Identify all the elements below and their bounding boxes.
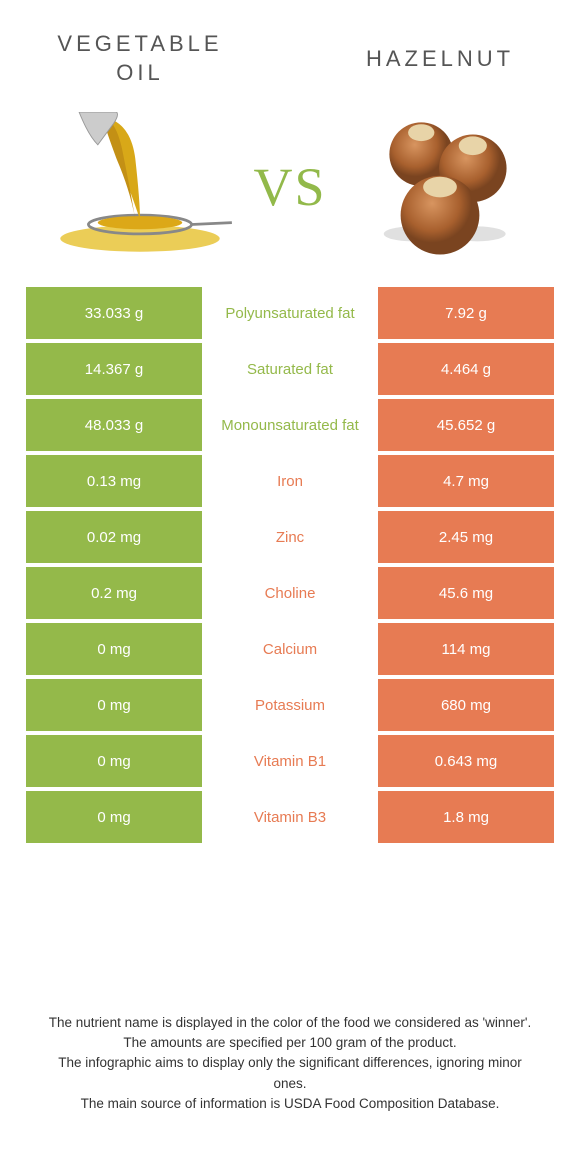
right-food-image	[340, 107, 540, 267]
footer-line: The main source of information is USDA F…	[40, 1094, 540, 1114]
footer-line: The infographic aims to display only the…	[40, 1053, 540, 1094]
nutrient-label: Zinc	[202, 511, 378, 563]
table-row: 33.033 gPolyunsaturated fat7.92 g	[26, 287, 554, 339]
table-row: 0.02 mgZinc2.45 mg	[26, 511, 554, 563]
table-row: 0 mgCalcium114 mg	[26, 623, 554, 675]
table-row: 0.2 mgCholine45.6 mg	[26, 567, 554, 619]
right-value: 45.652 g	[378, 399, 554, 451]
nutrient-label: Potassium	[202, 679, 378, 731]
right-value: 0.643 mg	[378, 735, 554, 787]
left-food-image	[40, 107, 240, 267]
right-value: 114 mg	[378, 623, 554, 675]
left-value: 0 mg	[26, 623, 202, 675]
table-row: 48.033 gMonounsaturated fat45.652 g	[26, 399, 554, 451]
nutrient-label: Calcium	[202, 623, 378, 675]
table-row: 0 mgVitamin B10.643 mg	[26, 735, 554, 787]
nutrient-label: Choline	[202, 567, 378, 619]
left-value: 0.13 mg	[26, 455, 202, 507]
left-value: 0 mg	[26, 679, 202, 731]
left-value: 0 mg	[26, 791, 202, 843]
left-value: 14.367 g	[26, 343, 202, 395]
left-value: 0.02 mg	[26, 511, 202, 563]
right-value: 1.8 mg	[378, 791, 554, 843]
left-food-title: Vegetable oil	[40, 30, 240, 87]
left-value: 48.033 g	[26, 399, 202, 451]
table-row: 0 mgPotassium680 mg	[26, 679, 554, 731]
left-value: 0 mg	[26, 735, 202, 787]
right-value: 4.7 mg	[378, 455, 554, 507]
nutrient-label: Monounsaturated fat	[202, 399, 378, 451]
vs-label: VS	[253, 156, 326, 218]
nutrient-label: Vitamin B3	[202, 791, 378, 843]
nutrient-label: Iron	[202, 455, 378, 507]
right-value: 7.92 g	[378, 287, 554, 339]
footer-line: The nutrient name is displayed in the co…	[40, 1013, 540, 1033]
left-value: 33.033 g	[26, 287, 202, 339]
right-food-title: Hazelnut	[340, 30, 540, 87]
comparison-table: 33.033 gPolyunsaturated fat7.92 g14.367 …	[26, 287, 554, 843]
table-row: 0 mgVitamin B31.8 mg	[26, 791, 554, 843]
nutrient-label: Polyunsaturated fat	[202, 287, 378, 339]
right-value: 2.45 mg	[378, 511, 554, 563]
table-row: 0.13 mgIron4.7 mg	[26, 455, 554, 507]
right-value: 45.6 mg	[378, 567, 554, 619]
nutrient-label: Vitamin B1	[202, 735, 378, 787]
left-value: 0.2 mg	[26, 567, 202, 619]
footer-notes: The nutrient name is displayed in the co…	[0, 1013, 580, 1114]
right-value: 680 mg	[378, 679, 554, 731]
table-row: 14.367 gSaturated fat4.464 g	[26, 343, 554, 395]
right-value: 4.464 g	[378, 343, 554, 395]
footer-line: The amounts are specified per 100 gram o…	[40, 1033, 540, 1053]
nutrient-label: Saturated fat	[202, 343, 378, 395]
